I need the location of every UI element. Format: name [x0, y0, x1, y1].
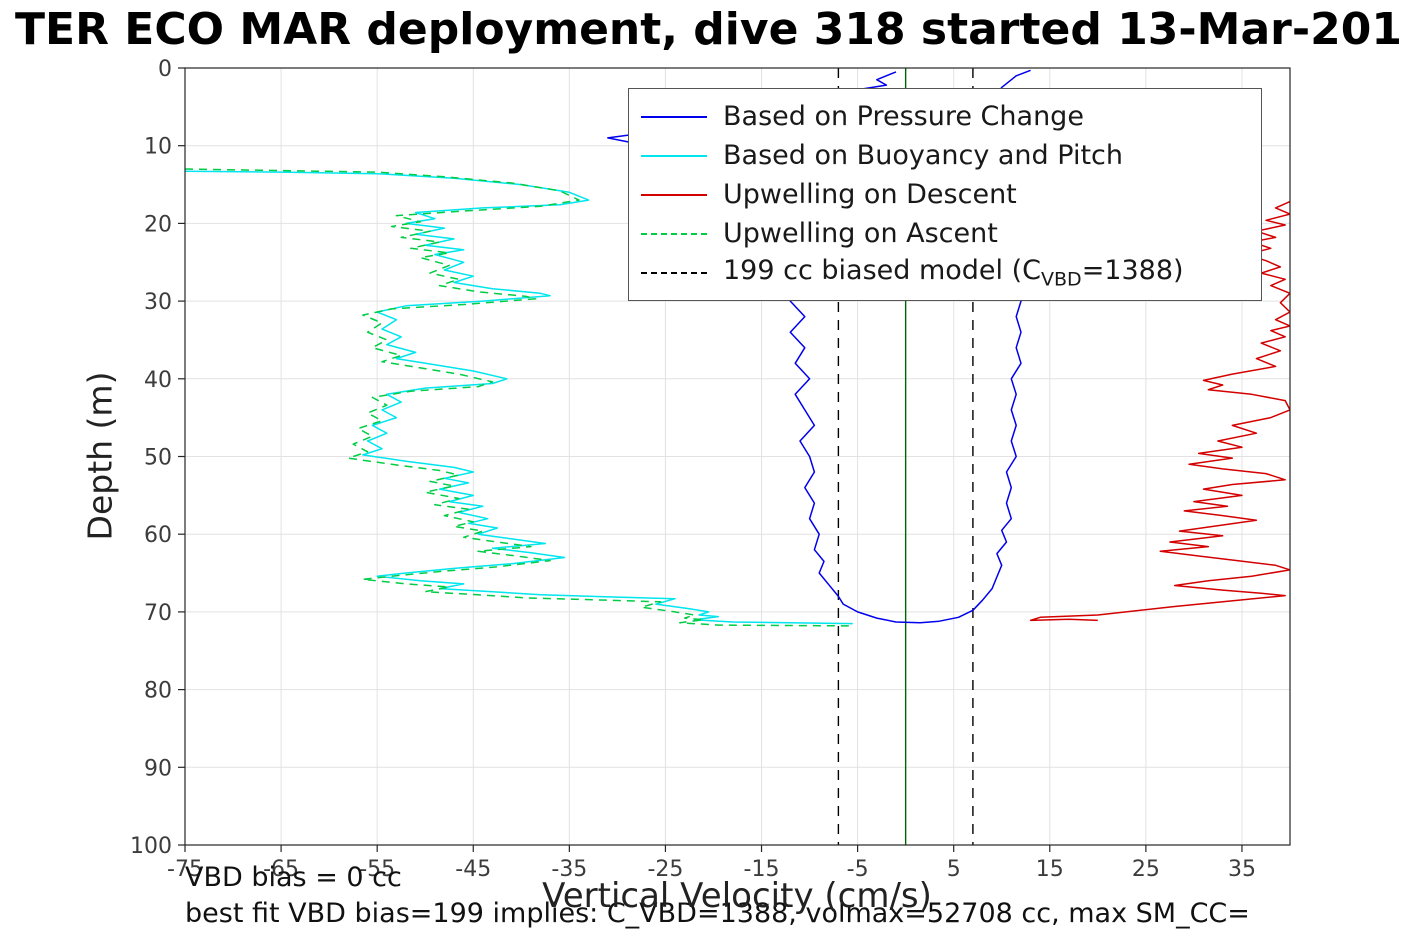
x-tick-label: 15: [1036, 857, 1064, 882]
y-tick-label: 90: [144, 756, 172, 781]
legend-line-sample: [641, 271, 707, 274]
y-tick-label: 0: [158, 57, 172, 82]
legend-box: Based on Pressure Change Based on Buoyanc…: [628, 88, 1262, 301]
legend-item: Upwelling on Ascent: [641, 214, 1261, 253]
series-upwelling_ascent-line: [185, 168, 853, 627]
y-tick-label: 70: [144, 601, 172, 626]
legend-label: Based on Pressure Change: [723, 101, 1084, 132]
legend-label: Based on Buoyancy and Pitch: [723, 140, 1123, 171]
x-axis-label: Vertical Velocity (cm/s): [542, 876, 932, 916]
x-tick-label: 5: [947, 857, 961, 882]
x-tick-label: -15: [744, 857, 780, 882]
legend-line-sample: [641, 232, 707, 235]
chart-title: TER ECO MAR deployment, dive 318 started…: [15, 4, 1402, 55]
x-tick-label: -35: [551, 857, 587, 882]
legend-item: Upwelling on Descent: [641, 175, 1261, 214]
y-tick-label: 100: [130, 834, 172, 859]
x-tick-label: -65: [263, 857, 299, 882]
y-tick-label: 60: [144, 523, 172, 548]
legend-line-sample: [641, 115, 707, 118]
legend-item: 199 cc biased model (CVBD=1388): [641, 253, 1261, 292]
legend-item: Based on Buoyancy and Pitch: [641, 136, 1261, 175]
x-tick-label: -55: [359, 857, 395, 882]
legend-label: Upwelling on Ascent: [723, 218, 998, 249]
y-tick-label: 40: [144, 368, 172, 393]
y-tick-label: 20: [144, 212, 172, 237]
y-tick-label: 80: [144, 679, 172, 704]
legend-label: Upwelling on Descent: [723, 179, 1017, 210]
annotation-best-fit: best fit VBD bias=199 implies: C_VBD=138…: [185, 898, 1250, 929]
y-tick-label: 30: [144, 290, 172, 315]
x-tick-label: 35: [1228, 857, 1256, 882]
series-buoyancy_pitch-line: [185, 170, 853, 625]
y-axis-label: Depth (m): [80, 371, 120, 541]
legend-item: Based on Pressure Change: [641, 97, 1261, 136]
x-tick-label: 25: [1132, 857, 1160, 882]
annotation-vbd-bias: VBD bias = 0 cc: [185, 862, 402, 893]
x-tick-label: -45: [455, 857, 491, 882]
y-tick-label: 50: [144, 446, 172, 471]
legend-label: 199 cc biased model (CVBD=1388): [723, 254, 1184, 291]
series-upwelling_descent-line: [1029, 200, 1290, 622]
x-tick-label: -75: [167, 857, 203, 882]
y-tick-label: 10: [144, 135, 172, 160]
legend-line-sample: [641, 154, 707, 157]
x-tick-label: -25: [647, 857, 683, 882]
legend-line-sample: [641, 193, 707, 196]
x-tick-label: -5: [847, 857, 869, 882]
